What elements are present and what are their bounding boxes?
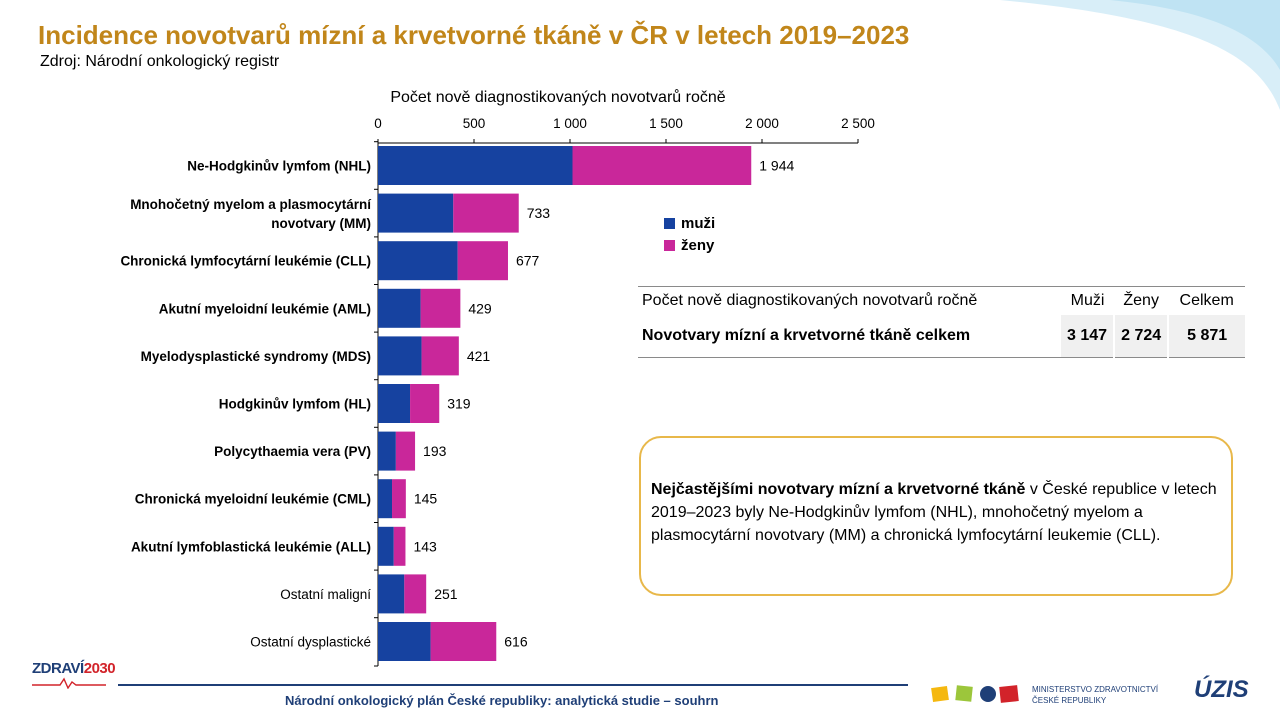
- incidence-bar-chart: Počet nově diagnostikovaných novotvarů r…: [120, 88, 875, 667]
- summary-value-muzi: 3 147: [1061, 315, 1115, 358]
- legend-item-muzi: muži: [664, 212, 715, 234]
- bar-total-label: 421: [467, 348, 491, 364]
- x-tick-label: 2 500: [841, 116, 875, 131]
- summary-header-row: Počet nově diagnostikovaných novotvarů r…: [638, 286, 1245, 315]
- summary-note-bold: Nejčastějšími novotvary mízní a krvetvor…: [651, 481, 1026, 498]
- zdravi2030-logo: ZDRAVÍ2030: [32, 660, 116, 689]
- bar-muzi: [378, 288, 421, 328]
- data-source: Zdroj: Národní onkologický registr: [40, 53, 280, 70]
- bar-total-label: 429: [468, 300, 492, 316]
- zdravi-logo-text: ZDRAVÍ: [32, 660, 84, 677]
- eu-funds-logo-icon: [931, 685, 1019, 703]
- ministry-logo-line2: ČESKÉ REPUBLIKY: [1032, 696, 1107, 705]
- bar-muzi: [378, 574, 405, 614]
- summary-note-text: v České republice v letech 2019–2023 byl…: [651, 481, 1217, 544]
- footer-text: Národní onkologický plán České republiky…: [285, 693, 719, 708]
- bar-zeny: [404, 574, 427, 614]
- x-tick-label: 500: [463, 116, 486, 131]
- legend-swatch-zeny: [664, 239, 675, 251]
- bar-zeny: [430, 622, 497, 661]
- category-label: Ne-Hodgkinův lymfom (NHL): [187, 159, 371, 174]
- bar-muzi: [378, 146, 573, 185]
- bar-muzi: [378, 431, 396, 471]
- bar-zeny: [572, 146, 752, 185]
- bar-total-label: 193: [423, 443, 447, 459]
- uzis-logo: ÚZIS: [1194, 676, 1249, 703]
- summary-value-zeny: 2 724: [1113, 315, 1169, 358]
- x-tick-label: 0: [374, 116, 382, 131]
- bar-total-label: 616: [504, 634, 528, 650]
- bar-zeny: [421, 336, 459, 376]
- chart-labels: Počet nově diagnostikovaných novotvarů r…: [120, 88, 874, 650]
- x-tick-label: 2 000: [745, 116, 779, 131]
- legend-item-zeny: ženy: [664, 234, 715, 256]
- footer-divider: [118, 684, 908, 686]
- summary-header-label: Počet nově diagnostikovaných novotvarů r…: [638, 286, 1061, 315]
- x-tick-label: 1 500: [649, 116, 683, 131]
- bar-zeny: [420, 288, 461, 328]
- bar-zeny: [395, 431, 416, 471]
- header-decoration: [1000, 0, 1280, 110]
- bar-muzi: [378, 384, 411, 423]
- zdravi-logo-year: 2030: [83, 660, 116, 677]
- summary-table: Počet nově diagnostikovaných novotvarů r…: [638, 286, 1245, 358]
- x-tick-label: 1 000: [553, 116, 587, 131]
- bar-total-label: 677: [516, 253, 540, 269]
- ministry-logo: MINISTERSTVO ZDRAVOTNICTVÍ ČESKÉ REPUBLI…: [1032, 684, 1158, 706]
- bar-muzi: [378, 526, 394, 566]
- bar-zeny: [453, 193, 519, 233]
- bar-total-label: 1 944: [759, 158, 794, 174]
- category-label: Akutní lymfoblastická leukémie (ALL): [131, 539, 371, 554]
- bar-total-label: 733: [527, 205, 551, 221]
- summary-header-zeny: Ženy: [1114, 286, 1169, 315]
- legend-label-zeny: ženy: [681, 236, 715, 254]
- bar-muzi: [378, 336, 422, 376]
- bar-muzi: [378, 241, 458, 281]
- category-label: Myelodysplastické syndromy (MDS): [141, 349, 371, 364]
- bar-total-label: 319: [447, 396, 471, 412]
- bar-zeny: [392, 479, 406, 519]
- bar-zeny: [410, 384, 440, 423]
- page-title: Incidence novotvarů mízní a krvetvorné t…: [38, 20, 910, 50]
- bar-total-label: 145: [414, 491, 438, 507]
- category-label: Polycythaemia vera (PV): [214, 444, 371, 459]
- legend-swatch-muzi: [664, 217, 675, 229]
- bar-muzi: [378, 479, 393, 519]
- bar-total-label: 251: [434, 586, 458, 602]
- category-label: Chronická lymfocytární leukémie (CLL): [120, 254, 371, 269]
- category-label: Chronická myeloidní leukémie (CML): [135, 492, 371, 507]
- category-label: Akutní myeloidní leukémie (AML): [159, 301, 371, 316]
- pulse-line-icon: [32, 677, 106, 689]
- summary-note-box: Nejčastějšími novotvary mízní a krvetvor…: [639, 436, 1233, 596]
- x-axis-title: Počet nově diagnostikovaných novotvarů r…: [390, 88, 725, 106]
- summary-row-label: Novotvary mízní a krvetvorné tkáně celke…: [638, 315, 1061, 358]
- legend-label-muzi: muži: [681, 214, 716, 232]
- category-label: Ostatní maligní: [280, 587, 371, 602]
- bar-zeny: [393, 526, 406, 566]
- summary-header-muzi: Muži: [1061, 286, 1115, 315]
- category-label: Hodgkinův lymfom (HL): [219, 397, 371, 412]
- summary-data-row: Novotvary mízní a krvetvorné tkáně celke…: [638, 315, 1245, 358]
- chart-bars: [378, 146, 752, 661]
- chart-legend: muži ženy: [664, 212, 715, 256]
- bar-zeny: [457, 241, 508, 281]
- category-label: Mnohočetný myelom a plasmocytární novotva…: [130, 197, 372, 231]
- ministry-logo-line1: MINISTERSTVO ZDRAVOTNICTVÍ: [1032, 685, 1159, 694]
- summary-header-celkem: Celkem: [1168, 286, 1245, 315]
- bar-muzi: [378, 193, 454, 233]
- category-label: Ostatní dysplastické: [250, 635, 371, 650]
- bar-muzi: [378, 622, 431, 661]
- bar-total-label: 143: [413, 538, 437, 554]
- summary-value-celkem: 5 871: [1167, 315, 1245, 358]
